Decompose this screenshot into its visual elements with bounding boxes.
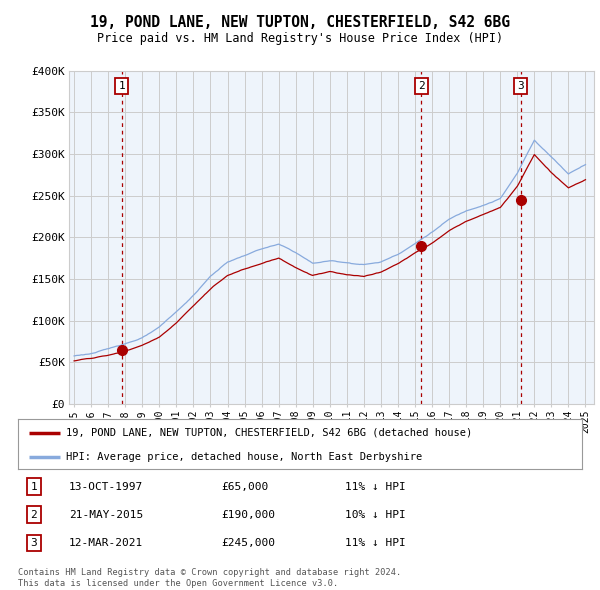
Text: £65,000: £65,000 xyxy=(221,481,268,491)
Text: £245,000: £245,000 xyxy=(221,538,275,548)
Text: 19, POND LANE, NEW TUPTON, CHESTERFIELD, S42 6BG: 19, POND LANE, NEW TUPTON, CHESTERFIELD,… xyxy=(90,15,510,30)
Text: 3: 3 xyxy=(31,538,37,548)
Text: 12-MAR-2021: 12-MAR-2021 xyxy=(69,538,143,548)
Text: 1: 1 xyxy=(31,481,37,491)
Text: 3: 3 xyxy=(517,81,524,91)
Text: 2: 2 xyxy=(31,510,37,520)
Text: Contains HM Land Registry data © Crown copyright and database right 2024.: Contains HM Land Registry data © Crown c… xyxy=(18,568,401,576)
Text: 2: 2 xyxy=(418,81,425,91)
Text: This data is licensed under the Open Government Licence v3.0.: This data is licensed under the Open Gov… xyxy=(18,579,338,588)
Text: 10% ↓ HPI: 10% ↓ HPI xyxy=(345,510,406,520)
Text: 13-OCT-1997: 13-OCT-1997 xyxy=(69,481,143,491)
Text: 11% ↓ HPI: 11% ↓ HPI xyxy=(345,538,406,548)
Text: 11% ↓ HPI: 11% ↓ HPI xyxy=(345,481,406,491)
Text: 19, POND LANE, NEW TUPTON, CHESTERFIELD, S42 6BG (detached house): 19, POND LANE, NEW TUPTON, CHESTERFIELD,… xyxy=(66,428,472,438)
Text: £190,000: £190,000 xyxy=(221,510,275,520)
Text: 21-MAY-2015: 21-MAY-2015 xyxy=(69,510,143,520)
Text: HPI: Average price, detached house, North East Derbyshire: HPI: Average price, detached house, Nort… xyxy=(66,451,422,461)
Text: 1: 1 xyxy=(118,81,125,91)
Text: Price paid vs. HM Land Registry's House Price Index (HPI): Price paid vs. HM Land Registry's House … xyxy=(97,32,503,45)
